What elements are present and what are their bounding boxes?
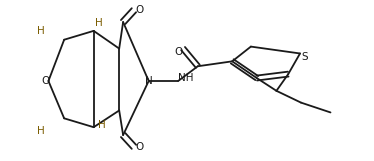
Text: S: S: [301, 52, 308, 62]
Text: NH: NH: [178, 73, 194, 83]
Text: H: H: [37, 26, 45, 36]
Text: H: H: [37, 126, 45, 136]
Text: H: H: [95, 18, 102, 28]
Text: O: O: [42, 76, 50, 86]
Text: O: O: [174, 47, 182, 57]
Text: O: O: [136, 5, 144, 15]
Text: N: N: [145, 76, 153, 86]
Text: H: H: [98, 120, 105, 130]
Text: O: O: [136, 142, 144, 152]
